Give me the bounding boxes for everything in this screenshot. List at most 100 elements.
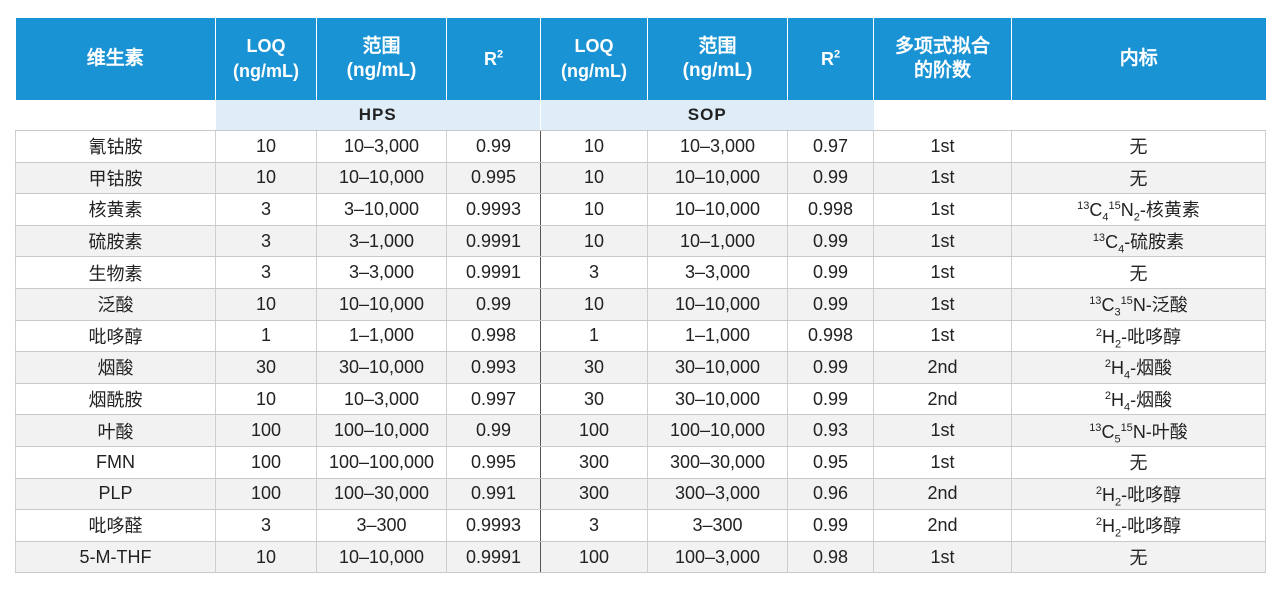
internal-standard-cell: 13C515N-叶酸 xyxy=(1011,414,1266,447)
hps-range-cell: 3–300 xyxy=(316,509,447,542)
group-blank-left xyxy=(15,100,216,131)
internal-standard-part: H xyxy=(1111,358,1124,379)
header-hps-range-unit: (ng/mL) xyxy=(346,60,417,81)
hps-range-cell: 10–3,000 xyxy=(316,383,447,416)
sop-loq-cell: 3 xyxy=(540,256,648,289)
hps-r2-cell: 0.997 xyxy=(446,383,541,416)
internal-standard-part: C xyxy=(1105,232,1119,253)
hps-loq-cell: 10 xyxy=(215,130,317,163)
fit-order-cell: 1st xyxy=(873,446,1012,479)
sop-range-cell: 3–300 xyxy=(647,509,788,542)
sop-range-cell: 300–3,000 xyxy=(647,478,788,511)
fit-order-cell: 1st xyxy=(873,414,1012,447)
sop-range-cell: 3–3,000 xyxy=(647,256,788,289)
vitamin-table-container: 维生素 LOQ (ng/mL) 范围 (ng/mL) R2 LOQ (ng/mL) 范… xyxy=(15,18,1266,574)
internal-standard-part: 13 xyxy=(1089,295,1102,308)
hps-r2-cell: 0.9991 xyxy=(446,541,541,574)
header-sop-loq: LOQ (ng/mL) xyxy=(540,18,648,100)
hps-loq-cell: 30 xyxy=(215,351,317,384)
vitamin-name-cell: 氰钴胺 xyxy=(15,130,216,163)
internal-standard-cell: 2H2-吡哆醇 xyxy=(1011,320,1266,353)
internal-standard-part: -烟酸 xyxy=(1130,390,1173,411)
header-row: 维生素 LOQ (ng/mL) 范围 (ng/mL) R2 LOQ (ng/mL) 范… xyxy=(15,18,1266,100)
hps-r2-cell: 0.995 xyxy=(446,162,541,195)
fit-order-cell: 2nd xyxy=(873,351,1012,384)
internal-standard-part: C xyxy=(1101,421,1115,442)
sop-r2-cell: 0.99 xyxy=(787,383,874,416)
internal-standard-part: 13 xyxy=(1089,421,1102,434)
sop-range-cell: 10–10,000 xyxy=(647,162,788,195)
header-fit-line1: 多项式拟合 xyxy=(894,36,990,57)
vitamin-name-cell: 5-M-THF xyxy=(15,541,216,574)
internal-standard-part: -硫胺素 xyxy=(1124,232,1185,253)
hps-range-cell: 10–10,000 xyxy=(316,162,447,195)
sop-loq-cell: 30 xyxy=(540,383,648,416)
internal-standard-part: 2 xyxy=(1104,390,1111,403)
hps-loq-cell: 1 xyxy=(215,320,317,353)
header-vitamin: 维生素 xyxy=(15,18,216,100)
table-row: 核黄素 3 3–10,000 0.9993 10 10–10,000 0.998 1st 13C… xyxy=(15,193,1266,226)
group-blank-right xyxy=(873,100,1266,131)
header-hps-loq: LOQ (ng/mL) xyxy=(215,18,317,100)
hps-r2-cell: 0.99 xyxy=(446,414,541,447)
sop-loq-cell: 10 xyxy=(540,225,648,258)
sop-loq-cell: 30 xyxy=(540,351,648,384)
internal-standard-cell: 2H4-烟酸 xyxy=(1011,383,1266,416)
internal-standard-cell: 无 xyxy=(1011,446,1266,479)
internal-standard-part: N xyxy=(1120,200,1134,221)
internal-standard-part: N-泛酸 xyxy=(1132,295,1188,316)
sop-range-cell: 10–3,000 xyxy=(647,130,788,163)
internal-standard-cell: 2H2-吡哆醇 xyxy=(1011,478,1266,511)
internal-standard-part: 无 xyxy=(1129,548,1148,569)
hps-range-cell: 10–10,000 xyxy=(316,541,447,574)
sop-r2-cell: 0.998 xyxy=(787,193,874,226)
vitamin-name-cell: 甲钴胺 xyxy=(15,162,216,195)
vitamin-name-cell: FMN xyxy=(15,446,216,479)
hps-range-cell: 10–10,000 xyxy=(316,288,447,321)
vitamin-name-cell: 生物素 xyxy=(15,256,216,289)
sop-r2-cell: 0.95 xyxy=(787,446,874,479)
sop-loq-cell: 300 xyxy=(540,478,648,511)
hps-loq-cell: 100 xyxy=(215,414,317,447)
internal-standard-part: 13 xyxy=(1077,200,1090,213)
hps-loq-cell: 10 xyxy=(215,541,317,574)
internal-standard-part: H xyxy=(1111,390,1124,411)
hps-r2-cell: 0.9991 xyxy=(446,225,541,258)
internal-standard-part: -吡哆醇 xyxy=(1121,516,1182,537)
header-sop-r2-sup: 2 xyxy=(833,48,841,61)
internal-standard-part: 无 xyxy=(1129,168,1148,189)
hps-loq-cell: 3 xyxy=(215,193,317,226)
header-hps-r2-base: R xyxy=(483,48,497,69)
header-sop-range: 范围 (ng/mL) xyxy=(647,18,788,100)
internal-standard-part: 2 xyxy=(1095,326,1102,339)
internal-standard-cell: 无 xyxy=(1011,130,1266,163)
internal-standard-part: H xyxy=(1102,326,1115,347)
header-hps-loq-unit: (ng/mL) xyxy=(233,61,299,81)
sop-r2-cell: 0.96 xyxy=(787,478,874,511)
fit-order-cell: 1st xyxy=(873,320,1012,353)
hps-r2-cell: 0.9993 xyxy=(446,193,541,226)
sop-range-cell: 30–10,000 xyxy=(647,351,788,384)
internal-standard-part: 4 xyxy=(1118,243,1125,256)
internal-standard-part: 2 xyxy=(1115,338,1122,351)
table-row: 生物素 3 3–3,000 0.9991 3 3–3,000 0.99 1st 无 xyxy=(15,256,1266,289)
table-row: 吡哆醛 3 3–300 0.9993 3 3–300 0.99 2nd 2H2-吡哆醇 xyxy=(15,509,1266,542)
sop-range-cell: 10–10,000 xyxy=(647,193,788,226)
header-hps-range-label: 范围 xyxy=(362,36,401,57)
sop-loq-cell: 100 xyxy=(540,414,648,447)
sop-loq-cell: 100 xyxy=(540,541,648,574)
internal-standard-cell: 无 xyxy=(1011,256,1266,289)
table-row: 叶酸 100 100–10,000 0.99 100 100–10,000 0.93 1st 1… xyxy=(15,414,1266,447)
internal-standard-part: 15 xyxy=(1120,295,1133,308)
hps-range-cell: 3–3,000 xyxy=(316,256,447,289)
internal-standard-part: -吡哆醇 xyxy=(1121,484,1182,505)
group-row: HPS SOP xyxy=(15,100,1266,131)
sop-loq-cell: 10 xyxy=(540,130,648,163)
header-sop-loq-unit: (ng/mL) xyxy=(561,61,627,81)
hps-loq-cell: 100 xyxy=(215,478,317,511)
sop-loq-cell: 10 xyxy=(540,288,648,321)
header-hps-r2: R2 xyxy=(446,18,541,100)
header-vitamin-label: 维生素 xyxy=(86,48,144,69)
hps-r2-cell: 0.99 xyxy=(446,288,541,321)
table-row: FMN 100 100–100,000 0.995 300 300–30,000 0.95 1… xyxy=(15,446,1266,479)
